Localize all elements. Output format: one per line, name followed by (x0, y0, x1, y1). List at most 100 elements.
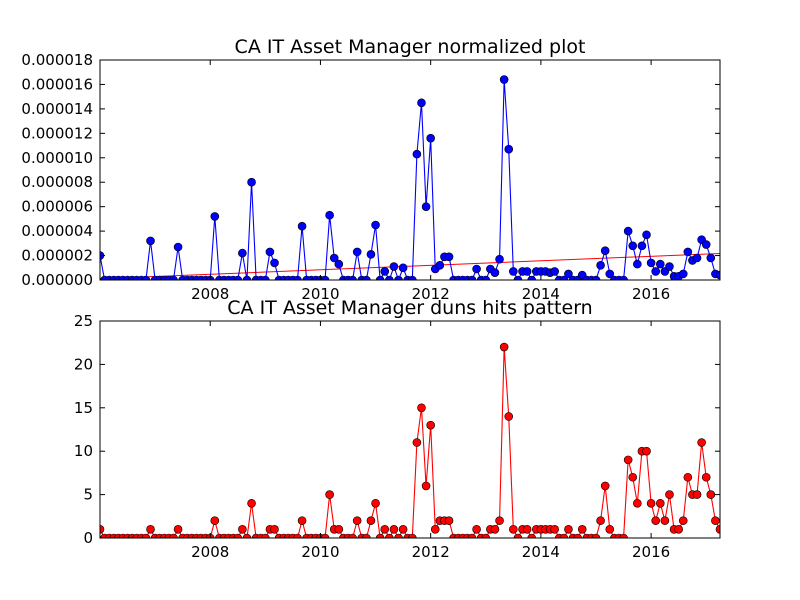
data-point (375, 533, 385, 538)
data-point (421, 202, 431, 211)
y-tick-label: 0.000010 (21, 149, 93, 167)
data-point (320, 533, 330, 538)
data-point (683, 472, 693, 482)
data-point (380, 267, 390, 276)
data-point (481, 275, 491, 280)
data-point (706, 253, 716, 263)
data-point (293, 275, 302, 280)
data-point (146, 236, 155, 246)
data-point (522, 267, 532, 276)
x-tick-label: 2016 (632, 543, 670, 561)
data-point (417, 98, 426, 108)
data-point (665, 490, 674, 499)
y-tick-label: 0 (83, 529, 93, 547)
y-tick-label: 15 (74, 399, 93, 417)
data-point (394, 275, 403, 280)
data-point (389, 262, 399, 271)
data-point (605, 269, 615, 279)
data-point (270, 525, 279, 534)
data-point (334, 525, 344, 534)
y-tick-label: 0.000018 (21, 51, 93, 69)
data-point (600, 246, 610, 255)
data-point (522, 525, 532, 534)
y-tick-label: 0.000000 (21, 271, 93, 289)
data-point (325, 210, 334, 220)
data-point (261, 275, 270, 280)
data-point (633, 498, 642, 508)
data-point (297, 221, 307, 231)
x-tick-label: 2014 (522, 543, 560, 561)
y-tick-label: 0.000008 (21, 173, 93, 191)
data-point (559, 533, 569, 538)
data-point (100, 525, 105, 534)
data-point (591, 275, 601, 280)
data-point (426, 420, 435, 430)
data-point (490, 525, 500, 534)
data-point (655, 259, 665, 269)
data-point (141, 275, 151, 280)
data-point (169, 275, 178, 280)
data-point (706, 490, 716, 499)
data-point (646, 258, 656, 268)
data-point (472, 525, 481, 534)
data-point (490, 268, 500, 277)
y-tick-label: 0.000016 (21, 75, 93, 93)
data-point (633, 259, 642, 269)
data-point (265, 247, 275, 257)
data-point (169, 533, 178, 538)
data-point (270, 258, 279, 268)
data-point (352, 247, 362, 257)
data-point (504, 412, 514, 421)
data-point (665, 262, 674, 271)
x-tick-label: 2008 (191, 543, 229, 561)
data-point (210, 516, 220, 525)
data-point (293, 533, 302, 538)
data-point (509, 267, 518, 276)
x-tick-label: 2010 (301, 285, 339, 303)
data-point (628, 241, 638, 251)
data-point (619, 533, 628, 538)
data-point (325, 490, 334, 499)
data-point (320, 275, 330, 280)
data-point (352, 516, 362, 525)
data-point (701, 472, 711, 482)
y-tick-label: 10 (74, 442, 93, 460)
data-point (242, 533, 252, 538)
data-point (564, 525, 573, 534)
data-point (348, 275, 357, 280)
chart-1: CA IT Asset Manager normalized plot 0.000… (21, 36, 721, 303)
data-point (642, 230, 651, 240)
data-point (623, 226, 633, 236)
data-point (692, 490, 702, 499)
data-point (146, 525, 155, 534)
y-tick-label: 5 (83, 486, 93, 504)
data-point (655, 498, 665, 508)
data-point (651, 516, 661, 525)
data-point (564, 269, 573, 279)
data-point (362, 533, 371, 538)
y-tick-label: 0.000004 (21, 222, 93, 240)
data-point (550, 525, 559, 534)
data-point (141, 533, 151, 538)
data-point (366, 250, 376, 259)
data-point (701, 240, 711, 249)
y-tick-label: 20 (74, 355, 93, 373)
y-tick-label: 0.000014 (21, 100, 93, 118)
series-line (100, 347, 720, 538)
x-tick-label: 2012 (412, 543, 450, 561)
y-tick-label: 0.000012 (21, 124, 93, 142)
x-tick-label: 2012 (412, 285, 450, 303)
data-point (233, 275, 243, 280)
data-point (642, 446, 651, 456)
data-point (362, 275, 371, 280)
data-point (247, 177, 256, 187)
data-point (467, 533, 477, 538)
data-point (371, 220, 380, 230)
data-point (692, 253, 702, 263)
plot-area (100, 75, 720, 280)
x-tick-label: 2010 (301, 543, 339, 561)
data-point (371, 498, 380, 508)
x-tick-label: 2016 (632, 285, 670, 303)
data-point (430, 525, 440, 534)
